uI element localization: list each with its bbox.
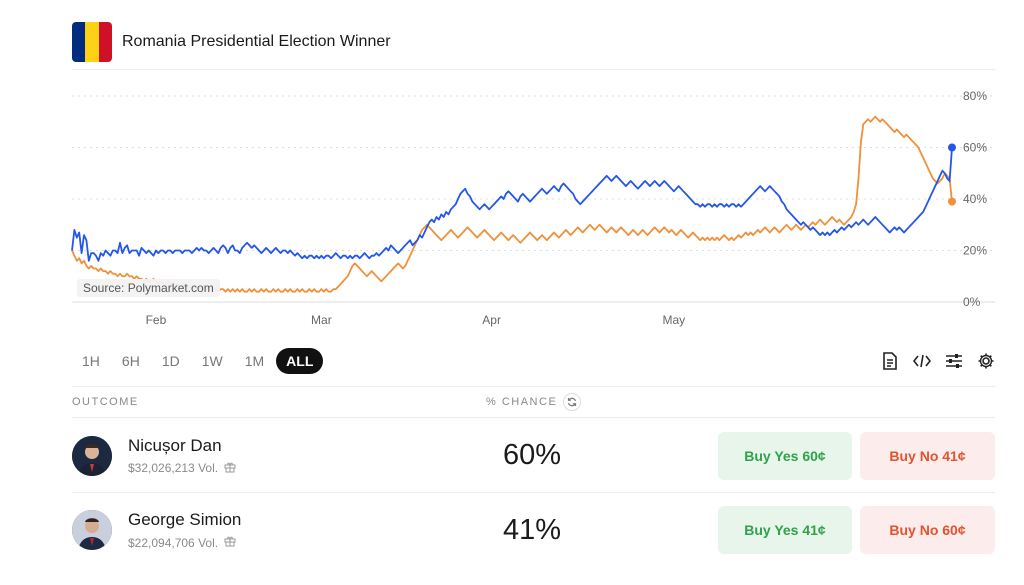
volume-info: $32,026,213 Vol. — [128, 461, 236, 476]
gift-icon[interactable] — [224, 461, 236, 476]
chance-column-header: % CHANCE — [486, 393, 582, 411]
y-tick-label: 0% — [963, 295, 981, 309]
chance-value: 60% — [503, 439, 562, 471]
avatar — [72, 435, 112, 476]
outcome-names: George Simion $22,094,706 Vol. — [128, 510, 241, 550]
timeframe-1d-button[interactable]: 1D — [161, 353, 180, 369]
timeframe-1h-button[interactable]: 1H — [82, 353, 100, 369]
timeframe-6h-button[interactable]: 6H — [121, 353, 140, 369]
candidate-name[interactable]: George Simion — [128, 510, 242, 529]
price-chart[interactable]: 80% 60% 40% 20% 0% Feb Mar Apr May Source: Polym… — [0, 80, 1024, 340]
series-line — [71, 115, 953, 293]
gear-icon[interactable] — [977, 352, 995, 370]
romania-flag-icon — [72, 21, 112, 62]
buy-yes-button[interactable]: Buy Yes 60¢ — [718, 431, 852, 480]
series-line — [71, 147, 953, 262]
refresh-icon[interactable] — [563, 393, 582, 411]
flag-stripe-yellow — [85, 21, 99, 62]
chance-value: 41% — [503, 513, 562, 546]
chance-header-label: % CHANCE — [486, 396, 558, 408]
y-tick-label: 40% — [963, 192, 987, 206]
chart-source-label: Source: Polymarket.com — [77, 279, 220, 297]
avatar — [72, 510, 112, 550]
outcome-column-header: OUTCOME — [72, 396, 139, 408]
x-tick-label: Mar — [311, 313, 332, 327]
volume-info: $22,094,706 Vol. — [128, 535, 241, 550]
chart-tools — [881, 352, 995, 370]
buy-yes-button[interactable]: Buy Yes 41¢ — [718, 506, 852, 554]
y-tick-label: 60% — [963, 141, 987, 155]
timeframe-1w-button[interactable]: 1W — [201, 353, 223, 369]
timeframe-bar: 1H 6H 1D 1W 1M ALL — [72, 346, 995, 376]
timeframe-all-button[interactable]: ALL — [276, 348, 324, 374]
y-tick-label: 80% — [963, 89, 987, 103]
x-tick-label: Apr — [482, 313, 501, 327]
timeframe-1m-button[interactable]: 1M — [244, 353, 265, 369]
series-end-dot — [948, 143, 956, 152]
gift-icon[interactable] — [224, 535, 236, 550]
document-icon[interactable] — [881, 352, 899, 370]
buy-no-button[interactable]: Buy No 41¢ — [860, 431, 995, 480]
volume-text: $22,094,706 Vol. — [128, 535, 219, 550]
buy-no-button[interactable]: Buy No 60¢ — [860, 506, 995, 554]
table-header: OUTCOME % CHANCE — [72, 386, 995, 418]
outcome-row[interactable]: George Simion $22,094,706 Vol. 41% Buy Y… — [72, 493, 995, 567]
outcome-row[interactable]: Nicușor Dan $32,026,213 Vol. 60% Buy Yes… — [72, 419, 995, 493]
x-tick-label: Feb — [146, 313, 167, 327]
sliders-icon[interactable] — [945, 352, 963, 370]
volume-text: $32,026,213 Vol. — [128, 461, 219, 475]
x-tick-label: May — [663, 313, 686, 327]
series-end-dot — [948, 197, 956, 206]
market-title: Romania Presidential Election Winner — [122, 32, 391, 50]
y-tick-label: 20% — [963, 244, 987, 258]
candidate-name[interactable]: Nicușor Dan — [128, 435, 222, 455]
market-header: Romania Presidential Election Winner — [72, 14, 995, 70]
code-icon[interactable] — [913, 352, 931, 370]
chart-svg[interactable]: 80% 60% 40% 20% 0% Feb Mar Apr May — [0, 80, 1024, 340]
outcome-names: Nicușor Dan $32,026,213 Vol. — [128, 436, 236, 476]
flag-stripe-blue — [72, 21, 86, 62]
flag-stripe-red — [98, 21, 112, 62]
